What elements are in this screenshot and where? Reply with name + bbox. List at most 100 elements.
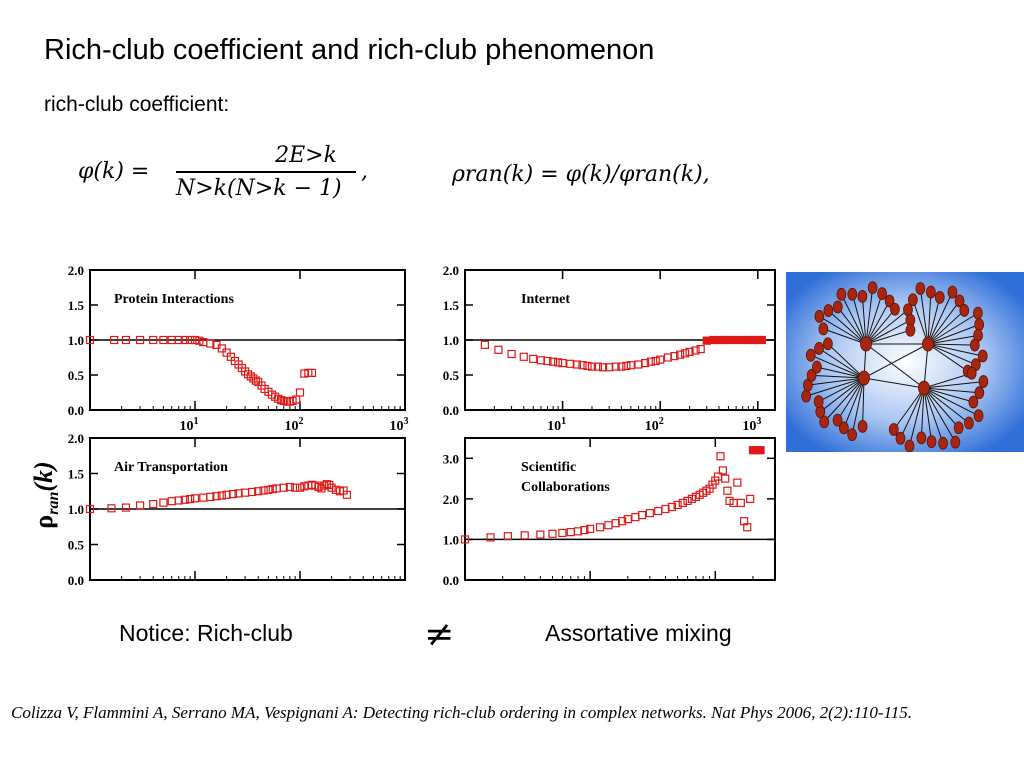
data-point [757,335,766,345]
network-edge [807,377,865,386]
network-node [974,386,985,400]
data-point [626,361,635,370]
data-point [217,491,226,500]
network-edge [862,377,865,427]
data-point [536,530,545,539]
network-edge [827,343,865,379]
data-point [548,529,557,538]
network-node [823,304,834,317]
assortative-mixing-label: Assortative mixing [545,620,732,646]
network-edge [927,297,941,345]
network-node [890,302,900,316]
network-edge [923,387,933,442]
y-tick-label: 0.5 [443,368,460,383]
network-edge [927,343,977,366]
data-point [529,354,538,364]
network-node [977,349,988,363]
network-edge [927,300,960,345]
data-point [696,344,705,354]
network-edge [865,319,911,345]
x-tick-exponent: 2 [299,416,304,427]
network-node [964,416,974,430]
chart-panel-2: 0.0 0.5 1.0 1.5 2.0 101 102 103 Internet [443,263,776,434]
network-edge [912,299,929,345]
network-node [884,294,895,308]
data-point [107,504,116,513]
data-point [248,487,257,497]
data-point [480,340,490,350]
network-edge [810,354,865,379]
data-point [174,496,183,505]
data-point [756,446,765,455]
panel-title: Air Transportation [114,460,228,475]
network-edge [919,288,929,345]
data-point [180,495,189,504]
network-node [926,435,937,449]
network-node [877,287,887,301]
data-point [611,362,620,371]
data-point [167,497,176,506]
data-point [121,335,131,345]
y-tick-label: 2.0 [68,431,84,446]
y-tick-label: 1.0 [68,333,84,348]
data-point [279,483,288,492]
data-point [716,452,725,461]
x-tick-exponent: 3 [404,416,409,427]
y-tick-label: 1.0 [443,532,459,547]
data-point [617,362,626,371]
network-node [857,419,868,433]
network-edge [805,377,865,397]
x-tick-exponent: 1 [194,416,199,427]
data-point [486,533,495,542]
citation: Colizza V, Flammini A, Serrano MA, Vespi… [11,703,913,722]
network-node [819,415,830,429]
network-node [836,287,847,301]
network-edge [923,381,984,389]
data-point [718,466,727,475]
network-edge [843,377,865,429]
data-point [222,490,231,499]
data-point [654,506,663,516]
notice-rich-club: Notice: Rich-club [119,620,293,646]
data-point [317,484,326,493]
data-point [259,486,268,495]
data-point [587,362,597,371]
network-edge [823,377,865,423]
data-point [586,524,595,533]
y-axis-label-subscript: ran [45,492,62,515]
data-point [135,501,145,510]
network-illustration [786,272,1024,452]
y-tick-label: 3.0 [443,451,459,466]
network-node [805,348,816,362]
network-node [950,435,961,449]
network-edge [927,343,968,372]
network-edge [927,291,953,345]
data-point [617,517,627,526]
data-point [264,485,273,494]
data-point [743,523,752,532]
network-edge [927,334,979,345]
data-point [206,492,215,502]
data-point [566,528,575,537]
network-edge [923,387,970,424]
network-edge [865,343,925,389]
y-tick-label: 0.0 [443,403,459,418]
data-point [519,352,528,361]
network-node [895,431,906,445]
network-edge [865,293,883,345]
data-point [667,502,676,512]
data-point [631,513,640,522]
network-edge [865,300,891,345]
data-point [604,521,613,530]
network-node [966,366,977,380]
x-tick-label: 102 [285,416,304,434]
network-node [938,436,948,450]
fraction-bar [176,171,356,173]
formula-denominator: N>k(N>k − 1) [176,175,342,201]
network-edge [837,306,867,345]
network-edge [865,308,896,345]
network-edge [818,348,865,379]
data-point [285,482,294,492]
y-axis-label-argument: (k) [29,461,58,491]
network-node [806,368,817,382]
